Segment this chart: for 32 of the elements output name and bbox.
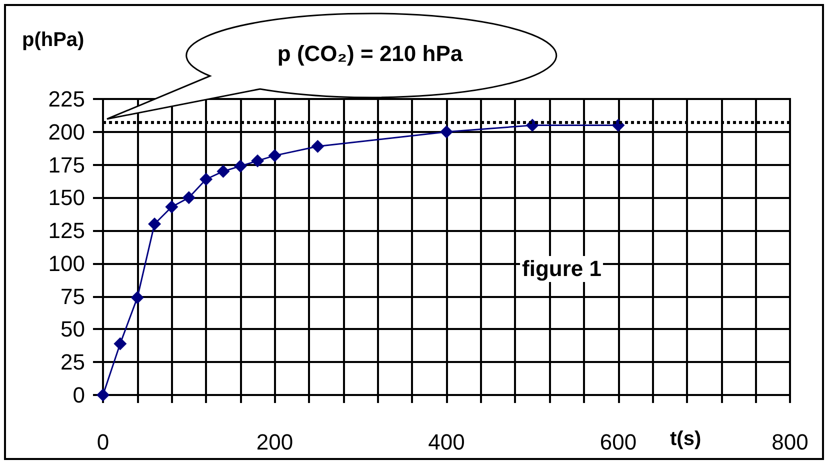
y-tick-label: 0 [72, 382, 85, 408]
y-tick-label: 175 [48, 152, 85, 178]
x-tick-label: 0 [96, 430, 110, 454]
x-axis-title: t(s) [670, 428, 702, 450]
point [200, 172, 213, 186]
y-tick-label: 125 [48, 218, 85, 244]
point [148, 217, 162, 230]
y-tick-label: 75 [60, 284, 85, 309]
point [216, 164, 230, 178]
y-axis-title: p(hPa) [22, 29, 84, 51]
point [268, 149, 282, 162]
point [114, 337, 127, 350]
x-tick-label: 400 [428, 430, 465, 454]
y-tick-label: 225 [48, 86, 85, 112]
x-tick-label: 200 [256, 430, 294, 454]
point [234, 160, 247, 173]
text: p (CO₂) = 210 hPa [276, 41, 464, 67]
y-tick-label: 100 [48, 250, 85, 276]
point [440, 125, 453, 138]
point [96, 388, 110, 402]
point [182, 191, 196, 204]
y-tick-label: 150 [48, 185, 85, 210]
point [311, 140, 324, 153]
y-tick-label: 25 [60, 350, 85, 375]
point [251, 154, 264, 168]
y-tick-label: 50 [60, 316, 85, 342]
x-tick-label: 800 [772, 430, 808, 454]
point [165, 200, 178, 214]
point [130, 291, 144, 304]
annotation: figure 1 [520, 256, 604, 282]
y-tick-label: 200 [48, 119, 85, 144]
x-tick-label: 600 [600, 430, 637, 454]
